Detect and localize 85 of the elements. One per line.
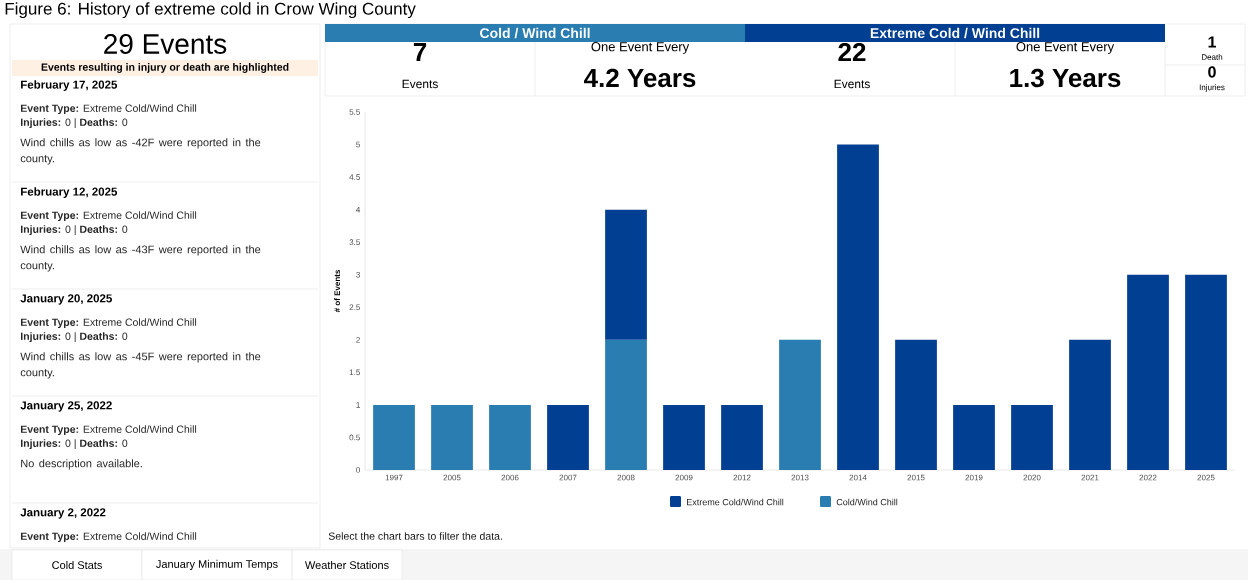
y-axis-title: # of Events	[334, 269, 341, 313]
x-tick-label: 2020	[1023, 474, 1041, 481]
x-tick-label: 2008	[617, 474, 635, 481]
text: January 25, 2022	[20, 401, 112, 412]
legend-label: Cold/Wind Chill	[836, 498, 898, 506]
text: Figure 6: History of extreme cold in Crow Wing County	[5, 2, 416, 18]
text: One Event Every	[1016, 41, 1115, 54]
text: Events resulting in injury or death are highlighted	[41, 62, 289, 73]
text: No description available.	[21, 459, 142, 470]
x-tick-label: 2012	[733, 474, 751, 481]
text: Injuries: 0 | Deaths: 0	[20, 439, 128, 449]
text: Events	[402, 79, 438, 89]
text: January 20, 2025	[20, 294, 112, 305]
text: February 17, 2025	[21, 80, 118, 91]
y-tick-label: 1.5	[349, 369, 360, 376]
text: 22	[838, 42, 866, 61]
text: Event Type: Extreme Cold/Wind Chill	[20, 532, 197, 542]
text: Cold / Wind Chill	[480, 27, 590, 39]
y-tick-label: 0	[356, 467, 360, 473]
bar	[1185, 274, 1227, 470]
text: January 2, 2022	[20, 508, 106, 519]
y-tick-label: 4.5	[349, 174, 360, 180]
text: Events	[834, 79, 870, 89]
bar	[605, 339, 647, 470]
y-tick-label: 5	[356, 141, 360, 148]
y-tick-label: 0.5	[349, 434, 360, 441]
x-tick-label: 2014	[849, 474, 867, 481]
text: 7	[413, 42, 427, 61]
text: 1.3 Years	[1010, 68, 1121, 88]
text: Injuries: 0 | Deaths: 0	[20, 225, 128, 235]
x-tick-label: 2022	[1139, 474, 1157, 481]
y-tick-label: 3	[356, 271, 360, 278]
x-tick-label: 2019	[965, 474, 983, 481]
text: Cold Stats	[52, 560, 102, 569]
y-tick-label: 1	[356, 402, 360, 408]
y-tick-label: 2.5	[349, 304, 360, 310]
text: 0	[1208, 66, 1216, 78]
bar	[895, 339, 937, 470]
x-tick-label: 2013	[791, 474, 809, 481]
bar	[373, 404, 415, 470]
text: Injuries: 0 | Deaths: 0	[20, 332, 128, 342]
x-tick-label: 2007	[559, 474, 577, 481]
bar	[1011, 404, 1053, 470]
text: Wind chills as low as -43F were reported in the county.	[20, 245, 261, 272]
bar	[837, 144, 879, 470]
text: 1	[1208, 36, 1217, 48]
bar	[1127, 274, 1169, 470]
text: Injuries	[1199, 84, 1225, 92]
bar	[431, 404, 473, 470]
legend-label: Extreme Cold/Wind Chill	[687, 498, 784, 506]
bar	[663, 404, 705, 470]
y-tick-label: 3.5	[349, 239, 360, 245]
y-tick-label: 5.5	[349, 109, 360, 115]
bar	[721, 404, 763, 470]
text: Event Type: Extreme Cold/Wind Chill	[20, 104, 197, 114]
text: 29 Events	[104, 33, 227, 54]
text: One Event Every	[591, 41, 690, 54]
text: Injuries: 0 | Deaths: 0	[20, 118, 128, 128]
y-tick-label: 4	[356, 206, 361, 213]
x-tick-label: 2021	[1081, 474, 1099, 481]
text: Event Type: Extreme Cold/Wind Chill	[20, 425, 197, 435]
text: 4.2 Years	[584, 68, 696, 88]
text: January Minimum Temps	[156, 559, 278, 570]
bar	[489, 404, 531, 470]
text: Wind chills as low as -45F were reported in the county.	[20, 352, 261, 379]
text: Event Type: Extreme Cold/Wind Chill	[20, 211, 197, 221]
bar	[605, 209, 647, 340]
x-tick-label: 2009	[675, 474, 693, 481]
bar	[953, 404, 995, 470]
bar	[547, 404, 589, 470]
x-tick-label: 2025	[1197, 474, 1215, 481]
text: Death	[1201, 53, 1223, 60]
text: Event Type: Extreme Cold/Wind Chill	[20, 318, 197, 328]
y-tick-label: 2	[356, 336, 360, 343]
text: Weather Stations	[304, 560, 389, 569]
x-tick-label: 2015	[907, 474, 925, 481]
text: February 12, 2025	[21, 187, 118, 198]
bar	[1069, 339, 1111, 470]
x-tick-label: 2006	[501, 474, 519, 481]
x-tick-label: 1997	[385, 474, 403, 481]
text: Extreme Cold / Wind Chill	[870, 27, 1040, 39]
text: Select the chart bars to filter the data.	[328, 532, 502, 540]
bar	[779, 339, 821, 470]
x-tick-label: 2005	[443, 474, 461, 481]
text: Wind chills as low as -42F were reported in the county.	[20, 138, 261, 165]
